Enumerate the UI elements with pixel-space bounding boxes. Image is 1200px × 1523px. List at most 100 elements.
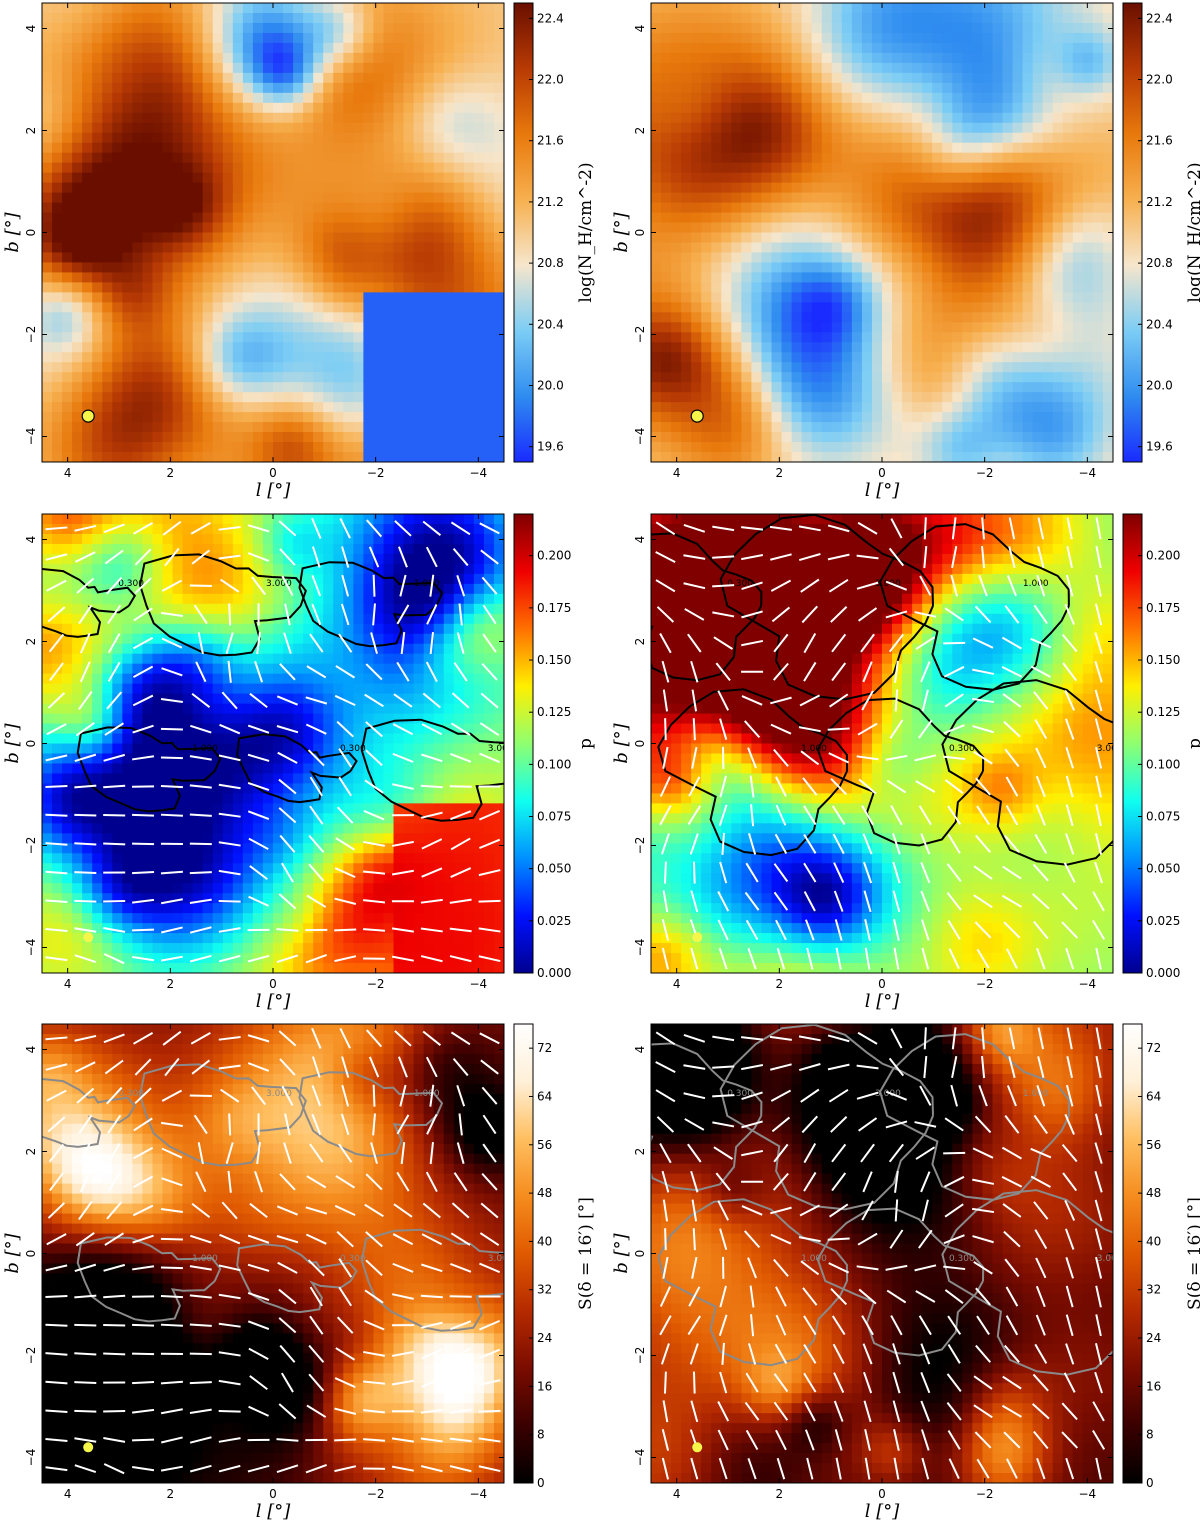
polarization-vector <box>829 1203 849 1218</box>
polarization-vector <box>712 584 735 588</box>
polarization-vector <box>972 1178 995 1185</box>
polarization-vector <box>712 1094 735 1098</box>
polarization-vector <box>189 1464 212 1473</box>
polarization-vector <box>717 1401 730 1422</box>
x-tick-label: −4 <box>469 466 487 480</box>
polarization-vector <box>741 581 763 590</box>
polarization-vector <box>660 1343 670 1365</box>
colorbar-tick-label: 40 <box>1146 1234 1161 1248</box>
polarization-vector <box>449 1437 472 1443</box>
polarization-vector <box>972 1235 994 1244</box>
polarization-vector <box>1036 1084 1046 1107</box>
polarization-vector <box>420 1437 443 1443</box>
polarization-vector <box>683 1033 706 1043</box>
polarization-vector <box>247 524 270 533</box>
polarization-vector <box>160 611 183 617</box>
polarization-vector <box>132 1466 155 1472</box>
polarization-vector <box>391 1379 414 1386</box>
polarization-vector <box>683 523 706 533</box>
polarization-vector <box>1095 574 1102 597</box>
polarization-vector <box>687 1143 702 1163</box>
polarization-vector <box>308 834 325 853</box>
polarization-vector <box>832 1343 845 1365</box>
polarization-vector <box>1095 1457 1102 1480</box>
polarization-vector <box>160 870 183 875</box>
polarization-vector <box>189 584 212 587</box>
polarization-vector <box>456 1142 465 1164</box>
polarization-vector <box>717 1429 729 1451</box>
y-axis-label: b [°] <box>2 722 23 763</box>
colorbar-tick-label: 0.125 <box>537 705 571 719</box>
colorbar-tick-label: 0 <box>537 1476 545 1490</box>
y-tick-label: 4 <box>24 25 38 33</box>
polarization-vector <box>74 842 97 846</box>
polarization-vector <box>744 1401 760 1421</box>
polarization-vector <box>687 805 702 826</box>
polarization-vector <box>422 1202 441 1219</box>
polarization-vector <box>1008 517 1016 540</box>
polarization-vector <box>338 633 353 653</box>
polarization-vector <box>1002 1375 1022 1390</box>
polarization-vector <box>943 755 966 761</box>
polarization-vector <box>1061 921 1079 939</box>
contour-line <box>879 523 1070 691</box>
polarization-vector <box>133 522 154 535</box>
polarization-vector <box>920 1171 931 1193</box>
polarization-vector <box>1092 920 1106 940</box>
polarization-vector <box>278 1030 297 1047</box>
polarization-vector <box>218 1036 241 1041</box>
polarization-vector <box>276 1438 299 1442</box>
polarization-vector <box>803 1143 817 1164</box>
polarization-vector <box>392 1262 414 1273</box>
polarization-vector <box>947 833 961 854</box>
polarization-vector <box>132 755 155 761</box>
polarization-vector <box>449 927 472 933</box>
x-axis-label: l [°] <box>256 991 292 1012</box>
polarization-vector <box>335 1175 356 1189</box>
polarization-vector <box>189 898 212 904</box>
polarization-vector <box>218 1351 241 1357</box>
polarization-vector <box>863 1400 872 1423</box>
polarization-vector <box>364 1289 384 1304</box>
polarization-vector <box>692 1371 696 1394</box>
polarization-vector <box>309 805 324 825</box>
polarization-vector <box>773 1258 789 1277</box>
polarization-vector <box>770 1089 792 1102</box>
overlay: 0.300 1.000 3.000 0.300 1.000 3.000 <box>651 514 1113 970</box>
polarization-vector <box>160 1436 183 1444</box>
polarization-vector <box>915 636 936 650</box>
colorbar-tick-label: 0 <box>1146 1476 1154 1490</box>
colorbar-tick-label: 40 <box>537 1234 552 1248</box>
contour-label: 0.300 <box>949 744 975 754</box>
polarization-vector <box>831 1315 846 1336</box>
y-tick-label: 2 <box>24 1148 38 1156</box>
polarization-vector <box>659 1315 672 1336</box>
polarization-vector <box>856 1064 879 1070</box>
contour-line <box>236 733 358 804</box>
polarization-vector <box>862 1171 873 1193</box>
colorbar-tick-label: 20.8 <box>1146 256 1173 270</box>
polarization-vector <box>429 632 434 655</box>
polarization-vector <box>452 547 469 567</box>
polarization-vector <box>951 517 957 540</box>
polarization-vector <box>397 1056 408 1078</box>
polarization-vector <box>803 1401 816 1422</box>
polarization-vector <box>279 1173 296 1191</box>
polarization-vector <box>103 953 125 965</box>
polarization-vector <box>973 1404 993 1419</box>
polarization-vector <box>247 1034 270 1043</box>
polarization-vector <box>773 863 789 883</box>
polarization-vector <box>45 813 68 817</box>
polarization-vector <box>478 899 501 903</box>
polarization-vector <box>712 1121 735 1128</box>
polarization-vector <box>393 1203 413 1218</box>
polarization-vector <box>249 1375 268 1391</box>
polarization-vector <box>827 1063 850 1071</box>
polarization-vector <box>1033 1201 1049 1220</box>
polarization-vector <box>306 1175 327 1189</box>
polarization-vector <box>828 1088 849 1103</box>
polarization-vector <box>368 1056 380 1078</box>
polarization-vector <box>744 1230 761 1249</box>
polarization-vector <box>74 1437 97 1443</box>
polarization-vector <box>78 1200 93 1220</box>
